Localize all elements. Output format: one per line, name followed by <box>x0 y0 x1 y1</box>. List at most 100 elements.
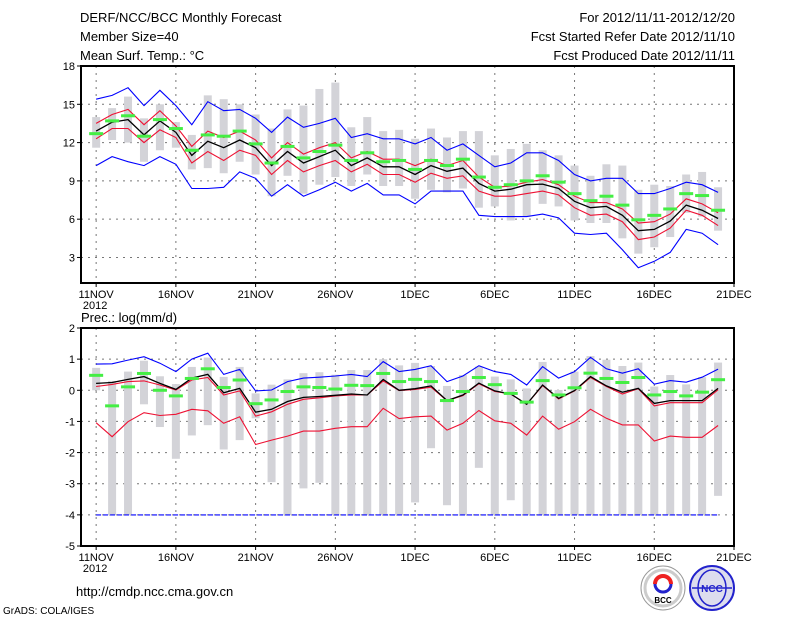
range-bar <box>251 393 260 419</box>
green-marker <box>360 384 375 388</box>
start-date: Fcst Started Refer Date 2012/11/10 <box>531 29 735 44</box>
figure-title: DERF/NCC/BCC Monthly Forecast <box>80 10 282 25</box>
range-bar <box>474 131 483 208</box>
x-tick-label: 16NOV <box>158 289 195 301</box>
grads-credit: GrADS: COLA/IGES <box>3 606 94 617</box>
x-tick-label: 21NOV <box>238 552 275 564</box>
range-bar <box>650 386 659 515</box>
range-bar <box>155 376 164 428</box>
plot-frame <box>80 65 735 284</box>
forecast-period: For 2012/11/11-2012/12/20 <box>579 10 735 25</box>
green-marker <box>264 161 279 165</box>
green-marker <box>136 371 151 375</box>
green-marker <box>376 371 391 375</box>
range-bar <box>379 131 388 186</box>
x-tick-label: 16NOV <box>158 552 195 564</box>
green-marker <box>296 156 311 160</box>
x-tick-label: 21NOV <box>238 289 275 301</box>
range-bar <box>347 127 356 186</box>
variable-label: Mean Surf. Temp.: °C <box>80 48 204 63</box>
y-tick-label: -2 <box>65 448 75 460</box>
green-marker <box>519 400 534 404</box>
range-bar <box>490 155 499 207</box>
x-tick-label: 1DEC <box>400 289 429 301</box>
green-marker <box>647 213 662 217</box>
green-marker <box>647 393 662 397</box>
produced-date: Fcst Produced Date 2012/11/11 <box>553 48 735 63</box>
green-marker <box>121 385 136 389</box>
green-marker <box>424 380 439 384</box>
range-bar <box>682 384 691 515</box>
green-marker <box>312 150 327 154</box>
range-bar <box>602 164 611 224</box>
bcc-logo: BCC <box>640 565 686 611</box>
range-bar <box>108 108 117 141</box>
range-bar <box>92 367 101 391</box>
range-bar <box>522 388 531 515</box>
ensemble-mean-line <box>96 373 719 413</box>
y-tick-label: -5 <box>65 541 75 553</box>
upper-bound-line <box>95 87 719 195</box>
green-marker <box>679 394 694 398</box>
x-year-label: 2012 <box>83 300 107 312</box>
range-bar <box>315 372 324 483</box>
range-bar <box>219 376 228 450</box>
range-bar <box>602 359 611 515</box>
green-marker <box>615 203 630 207</box>
range-bar <box>586 356 595 515</box>
range-bar <box>203 357 212 426</box>
green-marker <box>232 378 247 382</box>
green-marker <box>232 129 247 133</box>
range-bar <box>347 370 356 515</box>
green-marker <box>535 379 550 383</box>
green-marker <box>663 390 678 394</box>
green-marker <box>519 179 534 183</box>
green-marker <box>105 404 120 408</box>
footer-url[interactable]: http://cmdp.ncc.cma.gov.cn <box>76 584 233 599</box>
green-marker <box>376 160 391 164</box>
green-marker <box>89 132 104 136</box>
x-tick-label: 16DEC <box>637 289 673 301</box>
y-tick-label: 0 <box>69 385 75 397</box>
precip-panel-title: Prec.: log(mm/d) <box>81 310 177 325</box>
range-bar <box>427 365 436 449</box>
y-tick-label: -4 <box>65 510 75 522</box>
green-marker <box>599 376 614 380</box>
green-marker <box>471 376 486 380</box>
green-marker <box>455 157 470 161</box>
y-tick-label: 12 <box>63 138 75 150</box>
green-marker <box>248 142 263 146</box>
x-tick-label: 11DEC <box>557 552 592 564</box>
range-bar <box>490 376 499 515</box>
green-marker <box>631 218 646 222</box>
x-tick-label: 21DEC <box>716 552 752 564</box>
range-bar <box>235 366 244 441</box>
x-tick-label: 26NOV <box>317 289 354 301</box>
green-marker <box>487 185 502 189</box>
y-tick-label: -3 <box>65 479 75 491</box>
green-marker <box>535 174 550 178</box>
green-marker <box>471 175 486 179</box>
range-bar <box>108 380 117 515</box>
x-tick-label: 16DEC <box>637 552 673 564</box>
green-marker <box>439 399 454 403</box>
upper-spread-line <box>95 108 719 224</box>
green-marker <box>344 158 359 162</box>
plot-frame <box>80 327 735 547</box>
range-bar <box>474 366 483 468</box>
range-bar <box>506 379 515 501</box>
y-tick-label: 15 <box>63 99 75 111</box>
x-tick-label: 11NOV <box>79 289 115 301</box>
lower-spread-line <box>95 407 719 446</box>
green-marker <box>567 386 582 390</box>
temperature-panel: 11NOV 16NOV 21NOV 26NOV 1DEC 6DEC 11DEC 16DEC 21… <box>63 61 752 312</box>
x-tick-label: 1DEC <box>400 552 429 564</box>
green-marker <box>328 143 343 147</box>
x-tick-label: 26NOV <box>317 552 354 564</box>
range-bar <box>395 365 404 515</box>
green-marker <box>551 393 566 397</box>
range-bar <box>331 374 340 515</box>
green-marker <box>487 383 502 387</box>
green-marker <box>583 199 598 203</box>
